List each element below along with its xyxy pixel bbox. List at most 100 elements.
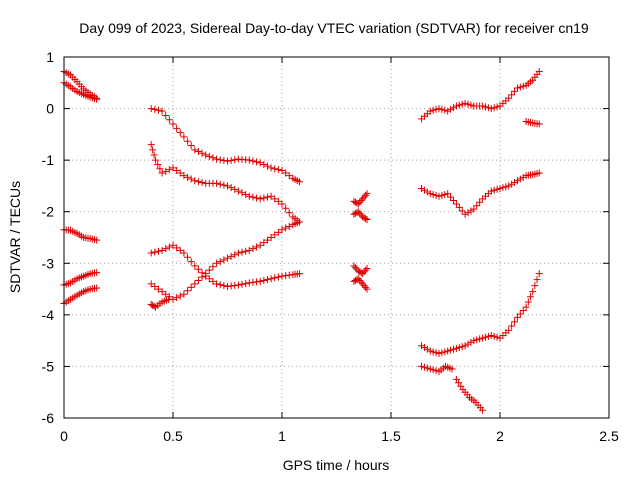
series-d6 (452, 375, 487, 414)
grid (64, 57, 609, 418)
data-point (458, 343, 466, 351)
series-d2 (522, 117, 543, 128)
series-d3 (418, 169, 543, 218)
data-point (271, 165, 279, 173)
data-point (464, 100, 472, 108)
data-point (150, 302, 158, 310)
data-point (253, 194, 261, 202)
data-point (473, 202, 481, 210)
data-point (184, 137, 192, 145)
data-point (295, 218, 303, 226)
data-point (158, 288, 166, 296)
data-point (202, 151, 210, 159)
data-point (502, 183, 510, 191)
data-point (198, 149, 206, 157)
plot-frame (63, 56, 610, 419)
data-point (180, 249, 188, 257)
data-point (285, 271, 293, 279)
data-point (216, 180, 224, 188)
data-point (238, 248, 246, 256)
data-point (220, 282, 228, 290)
data-point (455, 203, 463, 211)
data-point (191, 280, 199, 288)
data-point (353, 199, 361, 207)
data-point (449, 345, 457, 353)
data-point (423, 345, 431, 353)
data-point (165, 295, 173, 303)
data-point (357, 278, 365, 286)
data-point (253, 278, 261, 286)
data-point (285, 209, 293, 217)
data-point (176, 129, 184, 137)
x-tick-label: 1 (278, 428, 286, 444)
data-point (187, 142, 195, 150)
data-point (481, 333, 489, 341)
data-point (435, 192, 443, 200)
data-point (452, 102, 460, 110)
data-point (224, 182, 231, 190)
data-point (234, 187, 242, 195)
data-point (152, 156, 160, 164)
data-point (93, 95, 101, 103)
data-point (353, 276, 361, 284)
data-point (455, 344, 463, 352)
data-point (156, 165, 164, 173)
data-point (519, 82, 527, 90)
y-tick-label: -1 (42, 152, 55, 168)
data-point (267, 275, 275, 283)
data-point (448, 365, 456, 373)
data-point (432, 367, 440, 375)
data-point (278, 200, 286, 208)
data-point (524, 298, 532, 306)
data-point (441, 191, 449, 199)
data-point (169, 120, 177, 128)
data-point (165, 166, 173, 174)
data-point (260, 276, 268, 284)
y-tick-label: -6 (42, 410, 55, 426)
data-point (350, 197, 358, 205)
data-point (282, 272, 290, 280)
data-point (216, 281, 224, 289)
data-point (490, 104, 498, 112)
data-point (224, 254, 231, 262)
data-point (238, 280, 246, 288)
data-point (461, 99, 469, 107)
y-axis-label: SDTVAR / TECUs (7, 181, 23, 293)
x-tick-label: 0 (60, 428, 68, 444)
data-point (271, 195, 279, 203)
data-point (213, 179, 221, 187)
data-point (184, 253, 192, 261)
data-point (464, 209, 472, 217)
data-point (533, 276, 541, 284)
data-point (165, 243, 173, 251)
data-point (282, 204, 290, 212)
data-point (350, 262, 358, 270)
data-point (227, 252, 235, 260)
data-point (147, 249, 155, 257)
x-tick-label: 1.5 (381, 428, 401, 444)
data-point (476, 335, 484, 343)
data-point (490, 186, 498, 194)
data-point (220, 181, 228, 189)
x-tick-label: 2.5 (599, 428, 619, 444)
data-point (461, 342, 469, 350)
data-point (147, 301, 155, 309)
data-point (444, 107, 452, 115)
data-point (429, 366, 437, 374)
data-point (176, 292, 184, 300)
data-point (360, 268, 368, 276)
series-d1 (418, 67, 543, 123)
data-point (535, 270, 543, 278)
series-c4 (350, 275, 371, 293)
data-point (191, 146, 199, 154)
data-point (231, 156, 239, 164)
data-point (511, 178, 519, 186)
data-point (479, 406, 487, 414)
y-tick-label: 0 (46, 101, 54, 117)
data-point (227, 156, 235, 164)
data-point (458, 207, 466, 215)
chart-title: Day 099 of 2023, Sidereal Day-to-day VTE… (79, 20, 589, 36)
data-point (455, 101, 463, 109)
data-point (426, 347, 434, 355)
